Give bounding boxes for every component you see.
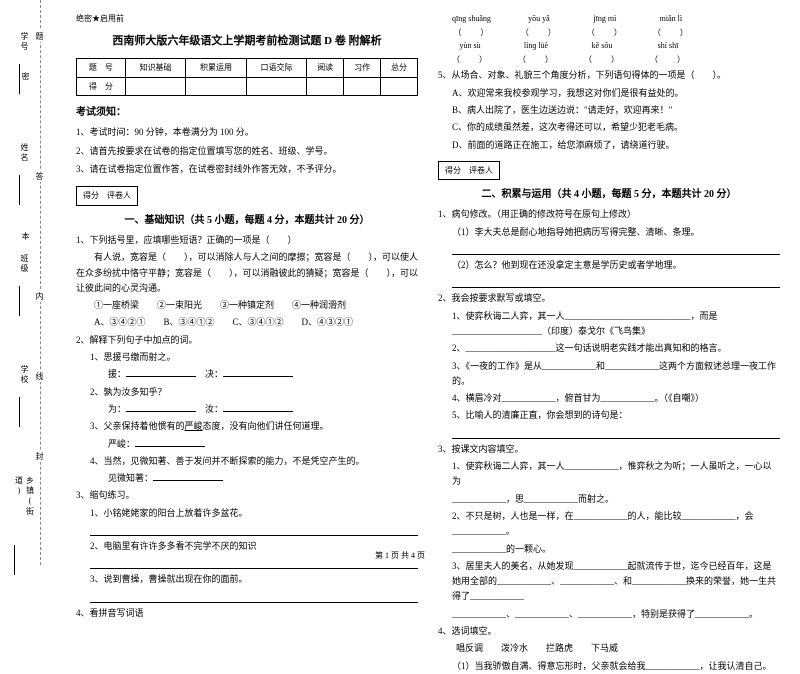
th-6: 总分 xyxy=(381,59,418,78)
p2q2-b: 2、____________________这一句话说明老实践才能出真知和的格言… xyxy=(452,341,780,356)
notice-1: 1、考试时间：90 分钟，本卷满分为 100 分。 xyxy=(76,125,418,140)
q1-choices: A、③④②① B、③④①② C、③④①② D、④③②① xyxy=(76,315,418,330)
q5-a: A、欢迎常来我校参观学习，我想这对你们是很有益处的。 xyxy=(452,86,780,101)
p2q4-a: （1）当我骄傲自满、得意忘形时，父亲就会给我____________，让我认清自… xyxy=(452,659,780,674)
p2q3-b: 2、不只是树，人也是一样，在____________的人，能比较________… xyxy=(452,509,780,540)
dash-label-4: 封 xyxy=(34,450,45,462)
p2q1-a: （1）李大夫总是耐心地指导她把病历写得完整、清晰、条理。 xyxy=(452,225,780,240)
q1-opts: ①一座桥梁 ②一束阳光 ③一种镇定剂 ④一种润滑剂 xyxy=(76,298,418,313)
q2-stem: 2、解释下列句子中加点的词。 xyxy=(76,333,418,348)
page-root: 学号 姓名 班级 学校 乡镇(街道) 题 答 内 线 封 密 本 绝密★启用前 … xyxy=(0,0,800,565)
q2-b2: 为： xyxy=(90,404,126,414)
sidebar-labels: 学号 姓名 班级 学校 乡镇(街道) xyxy=(8,0,41,565)
p2q2-stem: 2、我会按要求默写或填空。 xyxy=(438,291,780,306)
dash-label-3: 线 xyxy=(34,370,45,382)
score-box-1: 得分 评卷人 xyxy=(76,186,138,206)
notice-3: 3、请在试卷指定位置作答，在试卷密封线外作答无效，不予评分。 xyxy=(76,162,418,177)
label-class: 班级 xyxy=(19,254,30,274)
q2-d2: 见微知著： xyxy=(90,473,153,483)
py2-0: yùn sù xyxy=(452,39,488,53)
pinyin-row-1: qīng shuǎng（ ） yōu yǎ（ ） jīng mì（ ） miǎn… xyxy=(452,12,780,39)
p2q2-e: 5、比喻人的清廉正直，你会想到的诗句是： xyxy=(452,408,780,423)
q4-stem: 4、看拼音写词语 xyxy=(76,606,418,621)
binding-sidebar: 学号 姓名 班级 学校 乡镇(街道) 题 答 内 线 封 密 本 xyxy=(0,0,60,565)
p2q3-c2: ____________、____________、____________，特… xyxy=(452,607,780,622)
dash-label-2: 内 xyxy=(34,290,45,302)
p2q1-a-blank xyxy=(452,243,780,255)
p2q3-c: 3、居里夫人的美名，从她发现____________起就流传于世，迄今已经百年，… xyxy=(452,559,780,605)
py2-3: shí shī xyxy=(650,39,686,53)
th-5: 习作 xyxy=(344,59,381,78)
p2q1-b-blank xyxy=(452,276,780,288)
q5-c: C、你的成绩虽然差，这次考得还可以，希望少犯老毛病。 xyxy=(452,120,780,135)
notice-title: 考试须知： xyxy=(76,104,418,121)
py-0: qīng shuǎng xyxy=(452,12,491,26)
p2q1-b: （2）怎么？他到现在还没拿定主意是学历史或者学地理。 xyxy=(452,258,780,273)
p2q4-stem: 4、选词填空。 xyxy=(438,624,780,639)
py2-2: kě sōu xyxy=(584,39,620,53)
p2q2-e-blank xyxy=(452,427,780,439)
label-name: 姓名 xyxy=(19,143,30,163)
p2q2-c: 3、《一夜的工作》是从____________和____________这两个方… xyxy=(452,359,780,390)
exam-title: 西南师大版六年级语文上学期考前检测试题 D 卷 附解析 xyxy=(76,32,418,51)
score-table: 题 号 知识基础 积累运用 口语交际 阅读 习作 总分 得 分 xyxy=(76,58,418,96)
score-box-2: 得分 评卷人 xyxy=(438,161,500,181)
row2-label: 得 分 xyxy=(77,77,126,96)
py2-1: línɡ lüè xyxy=(518,39,554,53)
q3-c-blank xyxy=(90,591,418,603)
q3-c: 3、说到曹操，曹操就出现在你的面前。 xyxy=(90,572,418,587)
th-1: 知识基础 xyxy=(125,59,186,78)
q5-stem: 5、从场合、对象、礼貌三个角度分析，下列语句得体的一项是（ ）。 xyxy=(438,68,780,83)
content-area: 绝密★启用前 西南师大版六年级语文上学期考前检测试题 D 卷 附解析 题 号 知… xyxy=(60,0,800,565)
q2-c3: 态度，没有向他们讲任何道理。 xyxy=(203,421,329,431)
p2q2-a: 1、使弈秋诲二人弈，其一人___________________________… xyxy=(452,309,780,340)
dash-extra-1: 本 xyxy=(20,230,31,242)
q2-b: 2、孰为汝多知乎？ xyxy=(90,385,418,400)
py-3: miǎn lì xyxy=(653,12,689,26)
q5-b: B、病人出院了，医生边送边说："请走好，欢迎再来！" xyxy=(452,103,780,118)
q1-body: 有人说，宽容是（ ），可以消除人与人之间的摩擦；宽容是（ ），可以使人在众多纷扰… xyxy=(76,250,418,296)
section1-title: 一、基础知识（共 5 小题，每题 4 分，本题共计 20 分） xyxy=(76,212,418,229)
p2q4-opts: 唱反调 泼冷水 拦路虎 下马威 xyxy=(438,641,780,656)
secret-label: 绝密★启用前 xyxy=(76,12,418,26)
label-school: 学校 xyxy=(19,365,30,385)
py-1: yōu yǎ xyxy=(521,12,557,26)
page-footer: 第 1 页 共 4 页 xyxy=(0,550,800,561)
seal-line xyxy=(40,0,41,565)
p2q1-stem: 1、病句修改。（用正确的修改符号在原句上修改） xyxy=(438,207,780,222)
q1-stem: 1、下列括号里，应填哪些短语？正确的一项是（ ） xyxy=(76,233,418,248)
q3-stem: 3、缩句练习。 xyxy=(76,488,418,503)
p2q3-stem: 3、按课文内容填空。 xyxy=(438,442,780,457)
dash-extra-0: 密 xyxy=(20,70,31,82)
q3-a: 1、小铭姥姥家的阳台上放着许多盆花。 xyxy=(90,506,418,521)
q3-a-blank xyxy=(90,524,418,536)
q2-c4: 严峻： xyxy=(90,439,135,449)
pinyin-row-2: yùn sù（ ） línɡ lüè（ ） kě sōu（ ） shí shī（… xyxy=(452,39,780,66)
label-town: 乡镇(街道) xyxy=(14,476,36,533)
left-column: 绝密★启用前 西南师大版六年级语文上学期考前检测试题 D 卷 附解析 题 号 知… xyxy=(66,12,428,545)
p2q3-a: 1、使弈秋诲二人弈，其一人____________，惟弈秋之为听；一人虽听之，一… xyxy=(452,459,780,490)
dash-label-0: 题 xyxy=(34,30,45,42)
q2-a2: 援： xyxy=(90,369,126,379)
p2q2-d: 4、横眉冷对____________，俯首甘为____________。（《自嘲… xyxy=(452,391,780,406)
q2-a: 1、思援弓缴而射之。 xyxy=(90,350,418,365)
right-column: qīng shuǎng（ ） yōu yǎ（ ） jīng mì（ ） miǎn… xyxy=(428,12,790,545)
notice-2: 2、请首先按要求在试卷的指定位置填写您的姓名、班级、学号。 xyxy=(76,144,418,159)
dash-label-1: 答 xyxy=(34,170,45,182)
th-0: 题 号 xyxy=(77,59,126,78)
q2-c: 3、父亲保持着他惯有的 xyxy=(90,421,185,431)
label-student-id: 学号 xyxy=(19,32,30,52)
p2q3-a2: ____________，思____________而射之。 xyxy=(452,492,780,507)
th-3: 口语交际 xyxy=(246,59,307,78)
q5-d: D、前面的道路正在施工，给您添麻烦了，请绕道行驶。 xyxy=(452,138,780,153)
py-2: jīng mì xyxy=(587,12,623,26)
q2-c2: 严峻 xyxy=(185,421,203,431)
q2-d: 4、当然，见微知著、善于发问并不断探索的能力，不是凭空产生的。 xyxy=(90,454,418,469)
section2-title: 二、积累与运用（共 4 小题，每题 5 分，本题共计 20 分） xyxy=(438,186,780,203)
th-4: 阅读 xyxy=(307,59,344,78)
th-2: 积累运用 xyxy=(186,59,247,78)
